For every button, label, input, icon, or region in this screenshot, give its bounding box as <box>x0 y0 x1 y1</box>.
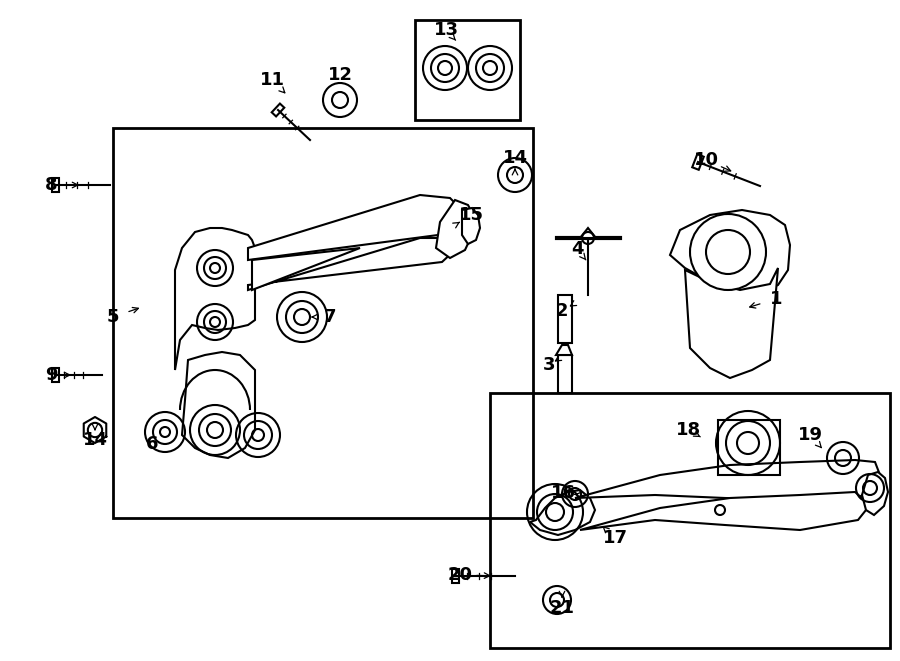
Bar <box>415 20 520 120</box>
Polygon shape <box>556 345 572 355</box>
Text: 7: 7 <box>324 308 337 326</box>
Text: 16: 16 <box>551 484 575 502</box>
Polygon shape <box>670 210 790 292</box>
Polygon shape <box>436 200 475 258</box>
Text: 13: 13 <box>434 21 458 39</box>
Polygon shape <box>248 195 462 260</box>
Polygon shape <box>175 228 255 370</box>
Text: 14: 14 <box>83 431 107 449</box>
Bar <box>558 355 572 393</box>
Text: 1: 1 <box>770 290 782 308</box>
Text: 11: 11 <box>259 71 284 89</box>
Polygon shape <box>685 268 778 378</box>
Text: 10: 10 <box>694 151 718 169</box>
Text: 17: 17 <box>602 529 627 547</box>
Text: 5: 5 <box>107 308 119 326</box>
Text: 15: 15 <box>458 206 483 224</box>
Polygon shape <box>575 460 880 500</box>
Text: 2: 2 <box>556 302 568 320</box>
Circle shape <box>690 214 766 290</box>
Polygon shape <box>580 228 596 238</box>
Bar <box>718 420 780 475</box>
Text: 21: 21 <box>550 599 574 617</box>
Polygon shape <box>580 492 870 530</box>
Polygon shape <box>530 490 595 535</box>
Text: 9: 9 <box>45 366 58 384</box>
Text: 4: 4 <box>571 240 583 258</box>
Polygon shape <box>248 238 455 290</box>
Text: 12: 12 <box>328 66 353 84</box>
Text: 6: 6 <box>146 435 158 453</box>
Polygon shape <box>182 352 255 458</box>
Text: 19: 19 <box>797 426 823 444</box>
Polygon shape <box>462 208 480 244</box>
Bar <box>490 393 890 648</box>
Text: 14: 14 <box>502 149 527 167</box>
Polygon shape <box>862 472 888 515</box>
Text: 8: 8 <box>45 176 58 194</box>
Text: 20: 20 <box>447 566 473 584</box>
Text: 18: 18 <box>675 421 700 439</box>
Text: 3: 3 <box>543 356 555 374</box>
Polygon shape <box>252 248 360 290</box>
Bar <box>558 295 572 343</box>
Bar <box>113 128 533 518</box>
